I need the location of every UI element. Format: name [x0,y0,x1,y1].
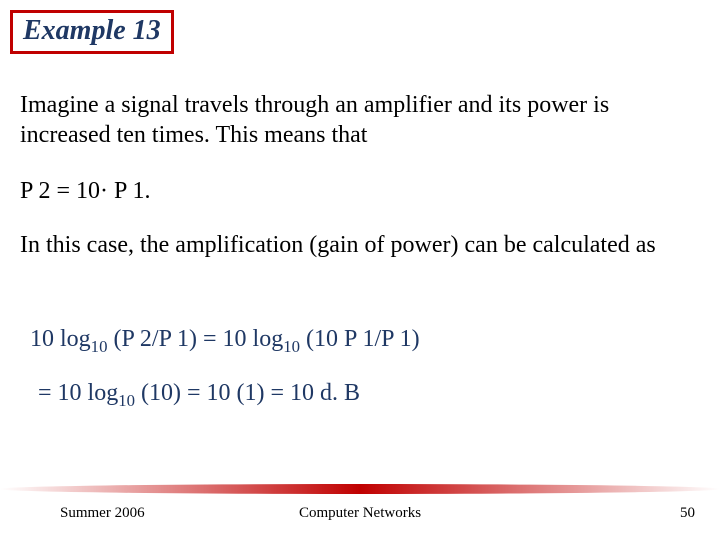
paragraph-3: In this case, the amplification (gain of… [20,230,700,260]
eq1-part-a: 10 log [30,326,91,352]
footer-right: 50 [680,505,695,522]
title-box: Example 13 [10,10,174,54]
footer-left: Summer 2006 [60,505,145,522]
footer-center: Computer Networks [299,505,421,522]
eq1-sub2: 10 [283,337,300,356]
eq2-part-a: = 10 log [38,380,118,406]
paragraph-1: Imagine a signal travels through an ampl… [20,90,700,150]
footer-gradient-bar [0,484,720,494]
equation-2: = 10 log10 (10) = 10 (1) = 10 d. B [38,378,700,412]
slide-title: Example 13 [23,15,161,46]
eq1-sub1: 10 [91,337,108,356]
eq2-sub1: 10 [118,391,135,410]
paragraph-2: P 2 = 10· P 1. [20,176,700,206]
eq1-part-b: (P 2/P 1) = 10 log [107,326,283,352]
eq2-part-b: (10) = 10 (1) = 10 d. B [135,380,360,406]
equation-1: 10 log10 (P 2/P 1) = 10 log10 (10 P 1/P … [30,324,700,358]
eq1-part-c: (10 P 1/P 1) [300,326,420,352]
